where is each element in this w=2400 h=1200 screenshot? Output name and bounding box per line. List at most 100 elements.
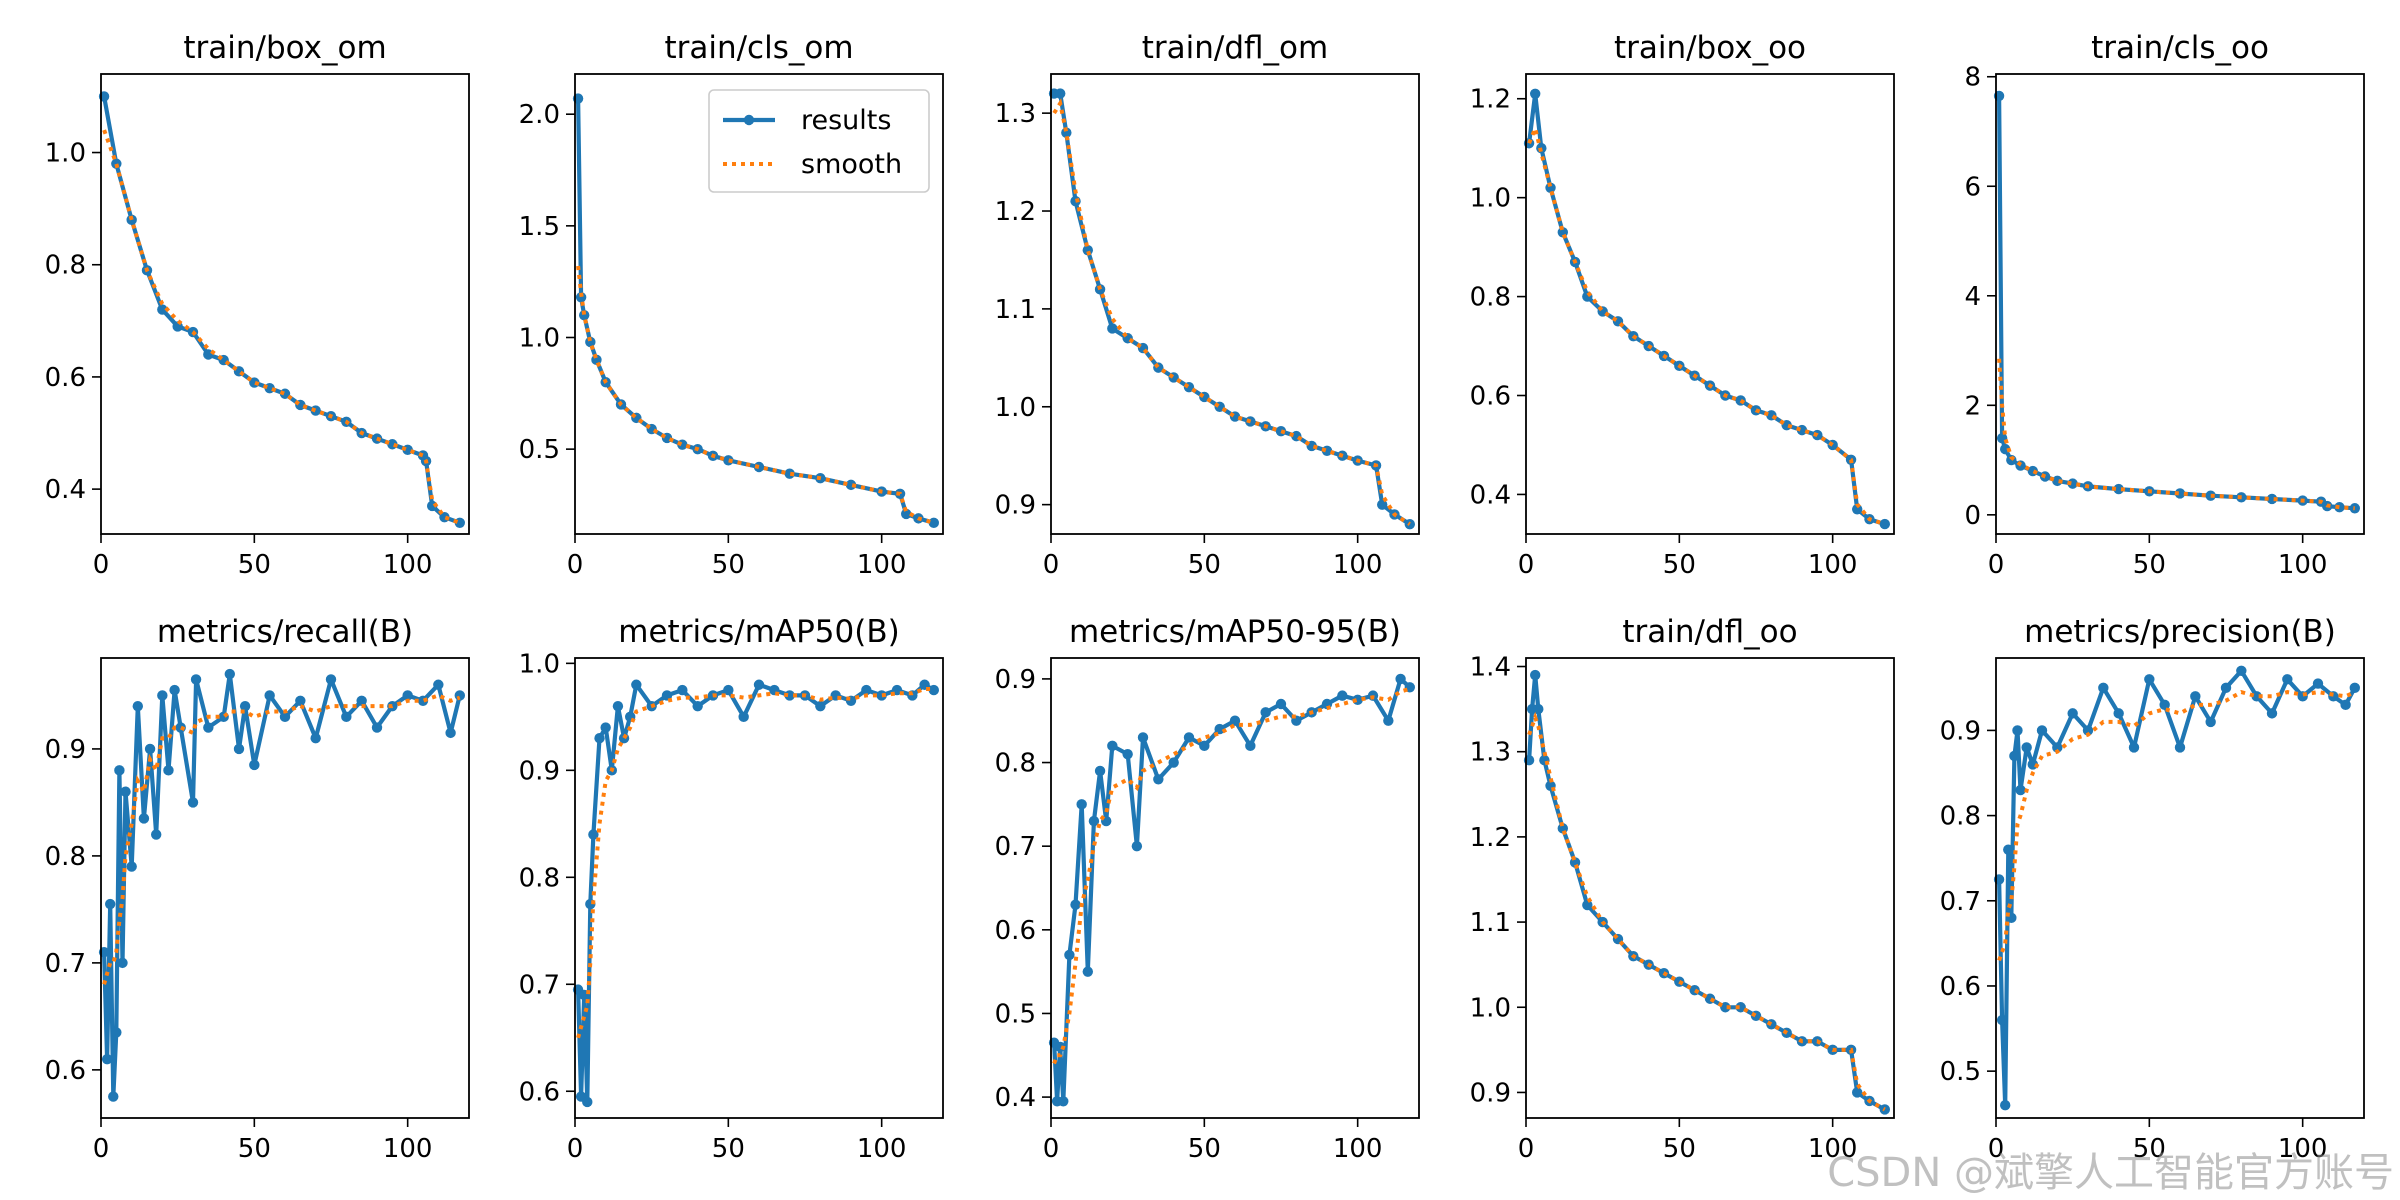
results-point (239, 700, 251, 712)
legend: results smooth (708, 89, 930, 193)
y-tick-label: 0.4 (995, 1083, 1036, 1113)
results-point (1533, 703, 1544, 715)
results-point (2266, 708, 2278, 719)
results-point (341, 711, 352, 723)
smooth-line (1052, 686, 1411, 1065)
subplot-title: metrics/precision(B) (2024, 614, 2336, 650)
results-point (249, 759, 260, 771)
smooth-line (576, 265, 935, 525)
results-point (2098, 682, 2109, 694)
results-point (861, 684, 872, 696)
x-tick-label: 0 (567, 550, 584, 580)
results-point (163, 765, 174, 776)
x-tick-label: 100 (857, 1134, 907, 1164)
y-tick-label: 0.6 (45, 1056, 86, 1086)
results-point (445, 727, 456, 739)
y-tick-label: 0.5 (995, 999, 1036, 1029)
y-tick-label: 0.7 (1940, 887, 1981, 917)
results-point (1107, 323, 1118, 334)
results-point (1153, 774, 1164, 785)
results-line (1997, 668, 2357, 1108)
results-point (2128, 742, 2140, 753)
x-tick-label: 0 (1988, 1134, 2005, 1164)
subplot-title: train/cls_om (664, 30, 853, 66)
subplot-4: train/box_oo 0 50 100 0.4 0.6 0.8 1.0 1.2 (1470, 30, 1895, 580)
subplot-10: metrics/precision(B) 0 50 100 0.5 0.6 0.7 0.8 0.… (1940, 614, 2365, 1164)
results-point (588, 829, 599, 840)
results-point (2082, 725, 2094, 736)
results-point (594, 733, 605, 744)
y-tick-label: 0.8 (45, 251, 86, 281)
results-point (1582, 291, 1593, 302)
subplot-title: metrics/mAP50-95(B) (1069, 614, 1401, 650)
y-tick-label: 0.6 (1470, 382, 1511, 412)
results-point (117, 957, 128, 969)
x-tick-label: 100 (383, 550, 433, 580)
results-point (279, 711, 291, 723)
results-point (1720, 1002, 1731, 1013)
results-point (907, 690, 918, 701)
x-tick-label: 50 (1188, 550, 1221, 580)
results-line (1997, 95, 2355, 511)
x-tick-label: 0 (1518, 550, 1535, 580)
x-tick-label: 0 (93, 550, 110, 580)
x-tick-label: 50 (2133, 550, 2166, 580)
y-tick-label: 0.8 (1940, 802, 1981, 832)
results-point (1131, 840, 1143, 852)
axes-frame (1050, 657, 1420, 1119)
results-point (1337, 690, 1348, 701)
y-tick-label: 0.6 (45, 363, 86, 393)
results-point (144, 743, 156, 755)
results-point (120, 786, 131, 797)
subplot-title: train/dfl_oo (1622, 614, 1797, 650)
results-point (2000, 1100, 2011, 1111)
results-point (1076, 799, 1087, 810)
results-point (1107, 740, 1118, 752)
results-point (2052, 742, 2063, 753)
results-point (356, 695, 367, 706)
results-point (600, 722, 611, 733)
axes-frame (100, 73, 470, 535)
results-point (784, 468, 795, 479)
results-point (1183, 732, 1195, 743)
y-tick-label: 0.9 (995, 491, 1036, 521)
results-point (738, 711, 749, 723)
y-tick-label: 4 (1964, 282, 1981, 312)
results-point (2113, 708, 2124, 719)
y-tick-label: 0.9 (45, 735, 86, 765)
x-tick-label: 0 (1043, 550, 1060, 580)
results-point (2236, 665, 2247, 676)
subplot-title: train/dfl_om (1142, 30, 1328, 66)
results-line (1527, 91, 1886, 527)
results-point (108, 1091, 119, 1102)
results-point (928, 684, 939, 696)
results-point (132, 700, 143, 712)
watermark: CSDN @斌擎人工智能官方账号 (1827, 1150, 2394, 1196)
subplot-7: metrics/mAP50(B) 0 50 100 0.6 0.7 0.8 0.9 1.0 (519, 614, 944, 1164)
results-point (2205, 490, 2216, 501)
x-tick-label: 100 (1808, 1134, 1858, 1164)
results-point (1383, 715, 1394, 726)
results-point (1530, 88, 1541, 99)
y-tick-label: 0.4 (45, 475, 86, 505)
x-tick-label: 100 (2278, 1134, 2328, 1164)
smooth-line (1527, 121, 1886, 527)
x-tick-label: 100 (1333, 1134, 1383, 1164)
results-point (2021, 742, 2032, 753)
results-point (1168, 757, 1179, 768)
results-point (310, 733, 321, 744)
x-tick-label: 50 (238, 550, 271, 580)
y-tick-label: 0.7 (519, 970, 560, 1000)
results-point (753, 679, 765, 690)
results-point (1735, 1002, 1746, 1013)
results-point (2205, 716, 2216, 728)
y-tick-label: 1.0 (45, 139, 86, 169)
y-tick-label: 0.7 (995, 832, 1036, 862)
results-point (2052, 475, 2063, 487)
x-tick-label: 100 (1333, 550, 1383, 580)
y-tick-label: 2.0 (519, 100, 560, 130)
x-tick-label: 50 (2133, 1134, 2166, 1164)
results-point (1530, 669, 1541, 681)
subplot-title: train/box_om (183, 30, 386, 66)
results-point (325, 674, 337, 685)
